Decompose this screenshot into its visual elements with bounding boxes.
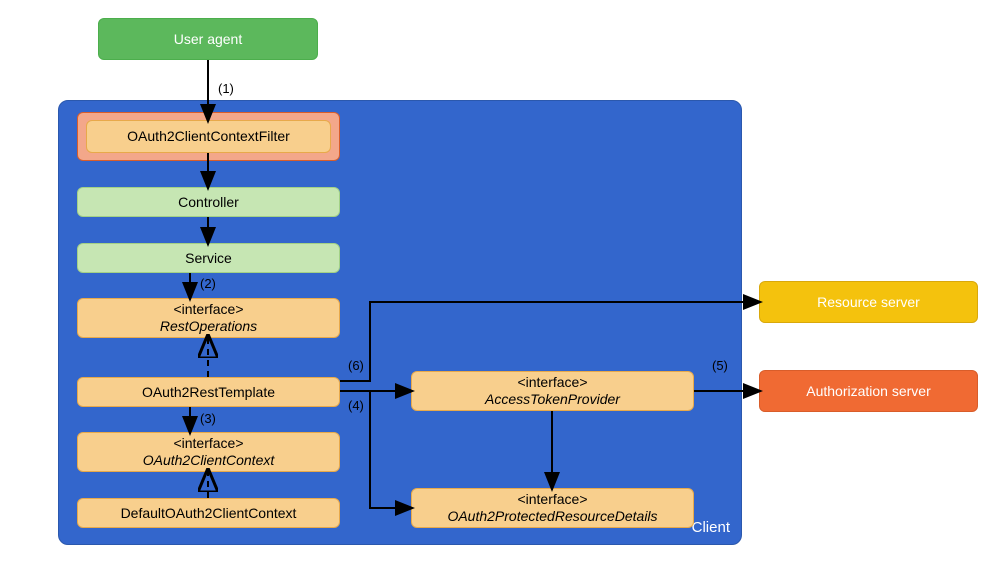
node-client-context: <interface>OAuth2ClientContext bbox=[77, 432, 340, 472]
node-client-context-label-bottom: OAuth2ClientContext bbox=[143, 452, 275, 469]
node-rest-operations-label-top: <interface> bbox=[173, 301, 243, 318]
node-client-context-label-top: <interface> bbox=[173, 435, 243, 452]
edge-label-e5: (5) bbox=[712, 358, 728, 373]
node-access-token-provider: <interface>AccessTokenProvider bbox=[411, 371, 694, 411]
edge-label-e4: (4) bbox=[348, 398, 364, 413]
node-auth-server: Authorization server bbox=[759, 370, 978, 412]
node-access-token-provider-label-bottom: AccessTokenProvider bbox=[485, 391, 620, 408]
node-default-client-context-label: DefaultOAuth2ClientContext bbox=[121, 505, 297, 522]
node-access-token-provider-label-top: <interface> bbox=[517, 374, 587, 391]
node-rest-operations: <interface>RestOperations bbox=[77, 298, 340, 338]
node-resource-server: Resource server bbox=[759, 281, 978, 323]
node-rest-operations-label-bottom: RestOperations bbox=[160, 318, 257, 335]
node-service: Service bbox=[77, 243, 340, 273]
edge-label-e2: (2) bbox=[200, 276, 216, 291]
diagram-canvas: ClientUser agentOAuth2ClientContextFilte… bbox=[0, 0, 1000, 562]
node-protected-resource-label-bottom: OAuth2ProtectedResourceDetails bbox=[447, 508, 657, 525]
node-user-agent-label: User agent bbox=[174, 31, 242, 48]
node-protected-resource: <interface>OAuth2ProtectedResourceDetail… bbox=[411, 488, 694, 528]
node-auth-server-label: Authorization server bbox=[806, 383, 931, 400]
node-service-label: Service bbox=[185, 250, 232, 267]
node-protected-resource-label-top: <interface> bbox=[517, 491, 587, 508]
node-controller: Controller bbox=[77, 187, 340, 217]
node-resource-server-label: Resource server bbox=[817, 294, 920, 311]
node-user-agent: User agent bbox=[98, 18, 318, 60]
node-default-client-context: DefaultOAuth2ClientContext bbox=[77, 498, 340, 528]
node-rest-template-label: OAuth2RestTemplate bbox=[142, 384, 275, 401]
node-controller-label: Controller bbox=[178, 194, 239, 211]
node-filter-inner: OAuth2ClientContextFilter bbox=[86, 120, 331, 153]
edge-label-e6: (6) bbox=[348, 358, 364, 373]
edge-label-e1: (1) bbox=[218, 81, 234, 96]
node-filter-inner-label: OAuth2ClientContextFilter bbox=[127, 128, 290, 145]
node-rest-template: OAuth2RestTemplate bbox=[77, 377, 340, 407]
edge-label-e3: (3) bbox=[200, 411, 216, 426]
